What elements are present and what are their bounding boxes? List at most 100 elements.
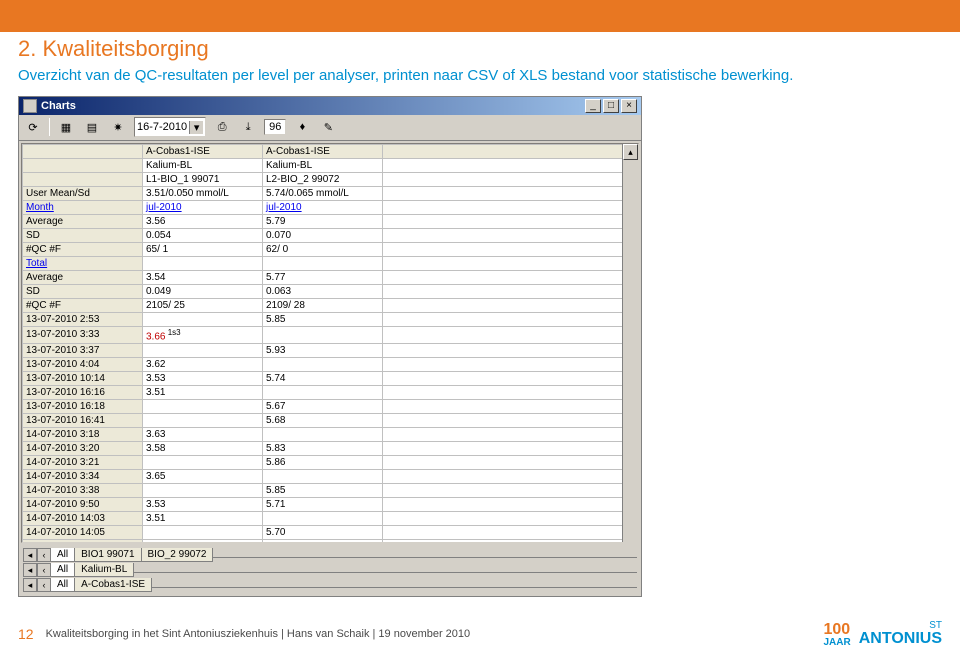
grid-cell — [383, 399, 638, 413]
grid-cell: 15-07-2010 1:47 — [23, 539, 143, 542]
print-icon[interactable]: ⎙ — [212, 117, 232, 137]
grid-cell — [143, 312, 263, 326]
grid-rowheader-link[interactable]: Total — [26, 258, 47, 269]
close-button[interactable]: × — [621, 99, 637, 113]
data-grid: A-Cobas1-ISEA-Cobas1-ISEKalium-BLKalium-… — [22, 144, 638, 543]
grid-cell: 3.51 — [143, 385, 263, 399]
grid-cell — [383, 413, 638, 427]
grid-cell: 5.71 — [263, 497, 383, 511]
grid-cell: SD — [23, 284, 143, 298]
grid-cell: 5.87 — [263, 539, 383, 542]
minimize-button[interactable]: _ — [585, 99, 601, 113]
logo-100jaar: 100 JAAR — [824, 621, 851, 647]
grid-cell — [383, 242, 638, 256]
logo-antonius: ST ANTONIUS — [859, 621, 942, 647]
grid-cell: #QC #F — [23, 242, 143, 256]
grid-cell: SD — [23, 228, 143, 242]
date-dropdown-icon[interactable]: ▾ — [189, 121, 203, 134]
window-titlebar: Charts _ □ × — [19, 97, 641, 115]
grid-cell — [383, 525, 638, 539]
tab-all-1[interactable]: All — [50, 548, 75, 562]
tab-all-3[interactable]: All — [50, 578, 75, 592]
grid-cell — [383, 539, 638, 542]
sheet-tabs: ◂ ‹ All BIO1 99071 BIO_2 99072 ◂ ‹ All K… — [19, 545, 641, 596]
grid-cell: 5.79 — [263, 214, 383, 228]
grid-cell — [383, 200, 638, 214]
grid-cell — [383, 214, 638, 228]
grid-cell — [143, 413, 263, 427]
grid-cell: L2-BIO_2 99072 — [263, 172, 383, 186]
grid-cell: 5.70 — [263, 525, 383, 539]
grid-cell — [263, 511, 383, 525]
grid-cell: 3.54 — [143, 270, 263, 284]
grid-cell: 3.58 — [143, 441, 263, 455]
grid-cell: 0.049 — [143, 284, 263, 298]
grid-cell — [263, 385, 383, 399]
grid-link[interactable]: jul-2010 — [146, 202, 182, 213]
grid-cell: 14-07-2010 9:50 — [23, 497, 143, 511]
date-combo[interactable]: 16-7-2010 ▾ — [134, 117, 206, 137]
grid-link[interactable]: jul-2010 — [266, 202, 302, 213]
tab-nav-first-3[interactable]: ◂ — [23, 578, 37, 592]
grid-cell: 3.66 1s3 — [143, 326, 263, 343]
grid-rowheader-link[interactable]: Month — [26, 202, 54, 213]
grid-cell: 2109/ 28 — [263, 298, 383, 312]
page-number: 12 — [18, 626, 34, 642]
grid-cell — [383, 483, 638, 497]
tab-nav-prev-2[interactable]: ‹ — [37, 563, 51, 577]
tab-nav-prev[interactable]: ‹ — [37, 548, 51, 562]
count-box[interactable]: 96 — [264, 119, 286, 135]
date-value: 16-7-2010 — [137, 121, 187, 133]
grid-cell: jul-2010 — [143, 200, 263, 214]
grid-cell: 14-07-2010 3:18 — [23, 427, 143, 441]
app-icon — [23, 99, 37, 113]
grid-cell — [383, 298, 638, 312]
grid-cell — [383, 511, 638, 525]
grid-cell: Month — [23, 200, 143, 214]
grid-cell: 5.68 — [263, 413, 383, 427]
options-icon[interactable]: ✷ — [108, 117, 128, 137]
grid-column-header — [23, 144, 143, 158]
grid-cell — [143, 483, 263, 497]
grid-cell — [23, 172, 143, 186]
grid-cell: 13-07-2010 3:33 — [23, 326, 143, 343]
grid-cell: 14-07-2010 3:21 — [23, 455, 143, 469]
tab-nav-first-2[interactable]: ◂ — [23, 563, 37, 577]
export-icon[interactable]: ⤓ — [238, 117, 258, 137]
tab-nav-first[interactable]: ◂ — [23, 548, 37, 562]
grid-cell: L1-BIO_1 99071 — [143, 172, 263, 186]
tab-kalium[interactable]: Kalium-BL — [74, 563, 134, 577]
tab-nav-prev-3[interactable]: ‹ — [37, 578, 51, 592]
grid-cell — [383, 371, 638, 385]
window-title: Charts — [41, 100, 585, 112]
grid-cell — [143, 399, 263, 413]
tab-cobas[interactable]: A-Cobas1-ISE — [74, 578, 152, 592]
grid-icon[interactable]: ▤ — [82, 117, 102, 137]
scroll-up-icon[interactable]: ▴ — [623, 144, 638, 160]
chart-icon[interactable]: ▦ — [56, 117, 76, 137]
filter-icon[interactable]: ♦ — [292, 117, 312, 137]
footer-text: Kwaliteitsborging in het Sint Antoniuszi… — [46, 628, 471, 640]
grid-cell: 65/ 1 — [143, 242, 263, 256]
grid-cell — [383, 455, 638, 469]
tool-icon[interactable]: ✎ — [318, 117, 338, 137]
tab-all-2[interactable]: All — [50, 563, 75, 577]
grid-cell: 3.53 — [143, 497, 263, 511]
tab-bio2[interactable]: BIO_2 99072 — [141, 548, 214, 562]
grid-cell — [383, 228, 638, 242]
grid-cell — [143, 343, 263, 357]
grid-cell: 13-07-2010 16:41 — [23, 413, 143, 427]
grid-cell — [263, 357, 383, 371]
grid-cell: 13-07-2010 10:14 — [23, 371, 143, 385]
tab-bio1[interactable]: BIO1 99071 — [74, 548, 141, 562]
grid-cell: 13-07-2010 16:16 — [23, 385, 143, 399]
grid-cell: 5.74/0.065 mmol/L — [263, 186, 383, 200]
vertical-scrollbar[interactable]: ▴ — [622, 144, 638, 542]
maximize-button[interactable]: □ — [603, 99, 619, 113]
refresh-icon[interactable]: ⟳ — [23, 117, 43, 137]
grid-cell — [383, 172, 638, 186]
grid-cell: 3.53 — [143, 371, 263, 385]
grid-cell: Average — [23, 270, 143, 284]
grid-cell: Kalium-BL — [143, 158, 263, 172]
grid-cell — [383, 326, 638, 343]
